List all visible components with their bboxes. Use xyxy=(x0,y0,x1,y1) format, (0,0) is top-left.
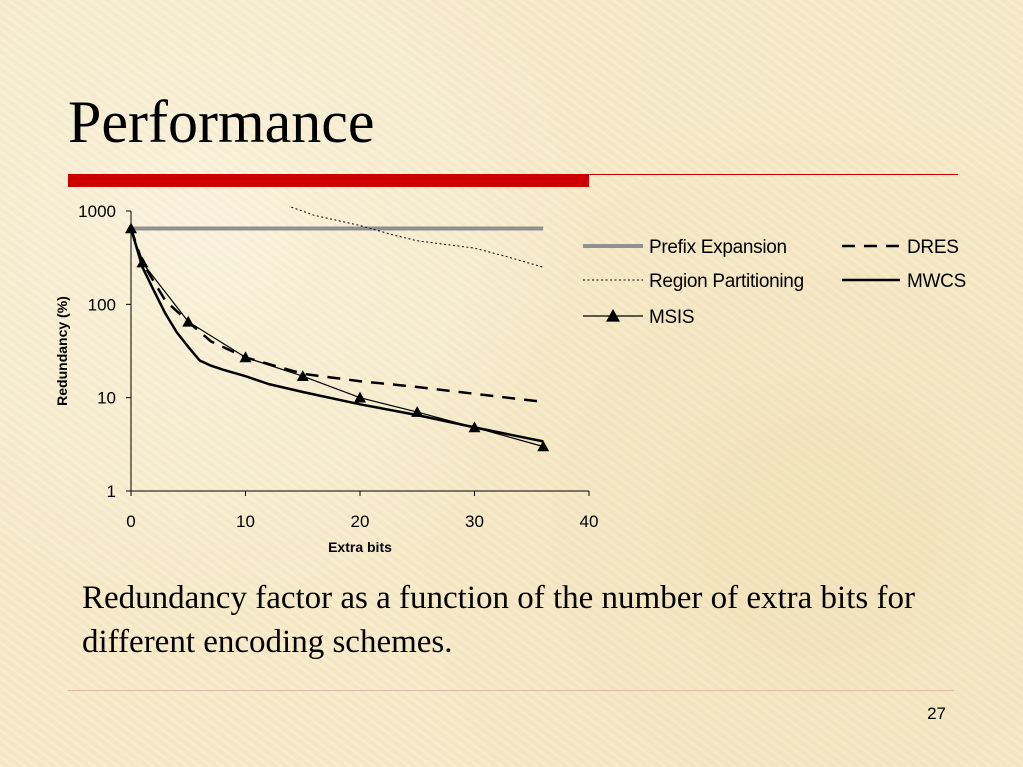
slide-title: Performance xyxy=(68,89,375,155)
marker-msis-point xyxy=(354,391,366,403)
footer-rule xyxy=(68,690,954,691)
series-line-msis xyxy=(130,228,544,448)
legend-label-msis: MSIS xyxy=(649,307,694,328)
y-tick-label: 1000 xyxy=(78,202,116,221)
legend-marker-msis xyxy=(606,309,620,322)
x-tick-label: 30 xyxy=(465,512,484,531)
marker-msis-point xyxy=(239,351,252,363)
x-tick-label: 10 xyxy=(236,512,255,531)
series-line-region-partitioning xyxy=(291,206,544,268)
legend-label-dres: DRES xyxy=(907,237,959,258)
x-axis-label: Extra bits xyxy=(328,539,392,555)
slide-caption: Redundancy factor as a function of the n… xyxy=(82,580,915,660)
y-tick-label: 1 xyxy=(107,482,116,501)
series-line-mwcs xyxy=(129,228,544,443)
y-tick-label: 10 xyxy=(97,389,116,408)
x-tick-label: 20 xyxy=(351,512,370,531)
y-axis-label: Redundancy (%) xyxy=(54,296,70,406)
page-number: 27 xyxy=(927,704,946,723)
legend-label-region-partitioning: Region Partitioning xyxy=(649,271,804,292)
marker-msis-point xyxy=(296,370,309,381)
marker-msis-point xyxy=(411,406,424,417)
title-underline-thick xyxy=(68,174,589,187)
marker-msis-point xyxy=(136,256,149,268)
x-tick-label: 40 xyxy=(580,512,599,531)
marker-msis-point xyxy=(468,421,481,433)
series-line-dres xyxy=(129,228,544,404)
y-tick-label: 100 xyxy=(88,295,116,314)
marker-msis-point xyxy=(182,315,195,327)
marker-msis-point xyxy=(537,440,550,452)
legend-label-mwcs: MWCS xyxy=(907,271,966,292)
title-underline-thin xyxy=(589,174,958,175)
legend-label-prefix-expansion: Prefix Expansion xyxy=(649,237,787,258)
x-tick-label: 0 xyxy=(126,512,135,531)
